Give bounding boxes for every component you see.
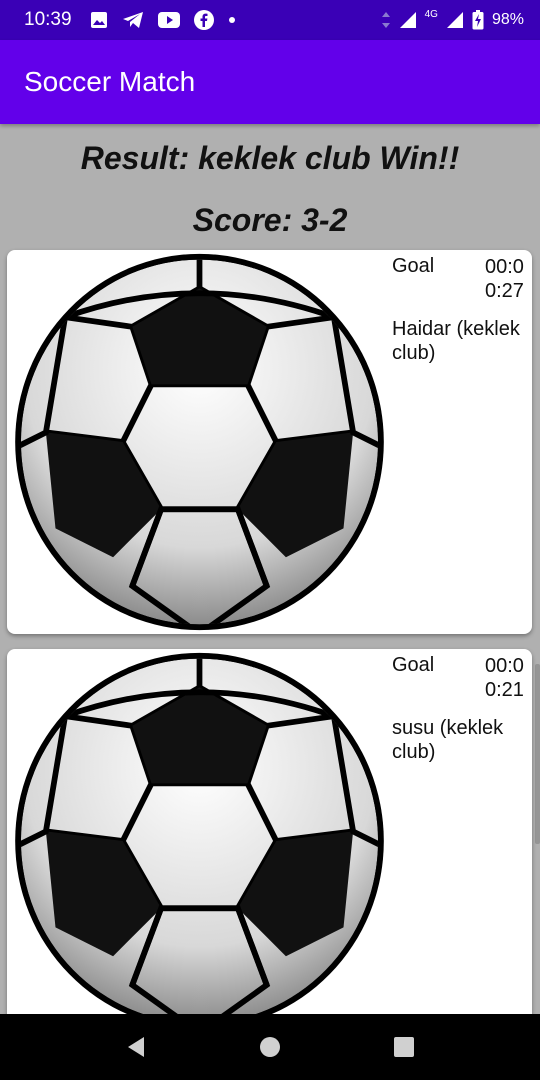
event-type: Goal [392, 654, 435, 676]
app-bar: Soccer Match [0, 40, 540, 124]
signal-icon [399, 12, 416, 28]
event-player: Haidar (keklek club) [392, 318, 520, 364]
status-time: 10:39 [24, 9, 72, 30]
battery-charging-icon [472, 10, 484, 30]
event-time: 00:00:21 [485, 655, 524, 701]
back-icon[interactable] [124, 1035, 148, 1059]
result-text: Result: keklek club Win!! [80, 140, 460, 176]
youtube-icon [157, 12, 180, 28]
battery-percent: 98% [491, 11, 524, 28]
event-time: 00:00:27 [485, 256, 524, 302]
app-title: Soccer Match [24, 66, 196, 97]
dot-icon [228, 17, 235, 23]
scrollbar[interactable] [535, 664, 540, 844]
notification-icons [90, 10, 236, 30]
event-player: susu (keklek club) [392, 717, 504, 763]
telegram-icon [122, 12, 143, 28]
image-icon [90, 12, 107, 28]
event-card[interactable]: Goal 00:00:27 Haidar (keklek club) [7, 250, 532, 634]
home-icon[interactable] [258, 1035, 282, 1059]
match-content[interactable]: Result: keklek club Win!! Score: 3-2 [0, 124, 540, 1014]
event-card[interactable]: Goal 00:00:21 susu (keklek club) [7, 649, 532, 1014]
signal-4g-icon [446, 12, 463, 28]
system-status: 4G 98% [381, 8, 524, 30]
recents-icon[interactable] [392, 1035, 416, 1059]
score-text: Score: 3-2 [192, 202, 348, 238]
event-type: Goal [392, 255, 435, 277]
network-type: 4G [424, 8, 438, 20]
soccer-ball-image [15, 253, 384, 631]
data-arrows-icon [381, 12, 390, 28]
facebook-icon [193, 10, 214, 30]
soccer-ball-image [15, 652, 384, 1014]
status-bar: 10:39 4G 98% [0, 0, 540, 40]
navigation-bar [0, 1014, 540, 1080]
